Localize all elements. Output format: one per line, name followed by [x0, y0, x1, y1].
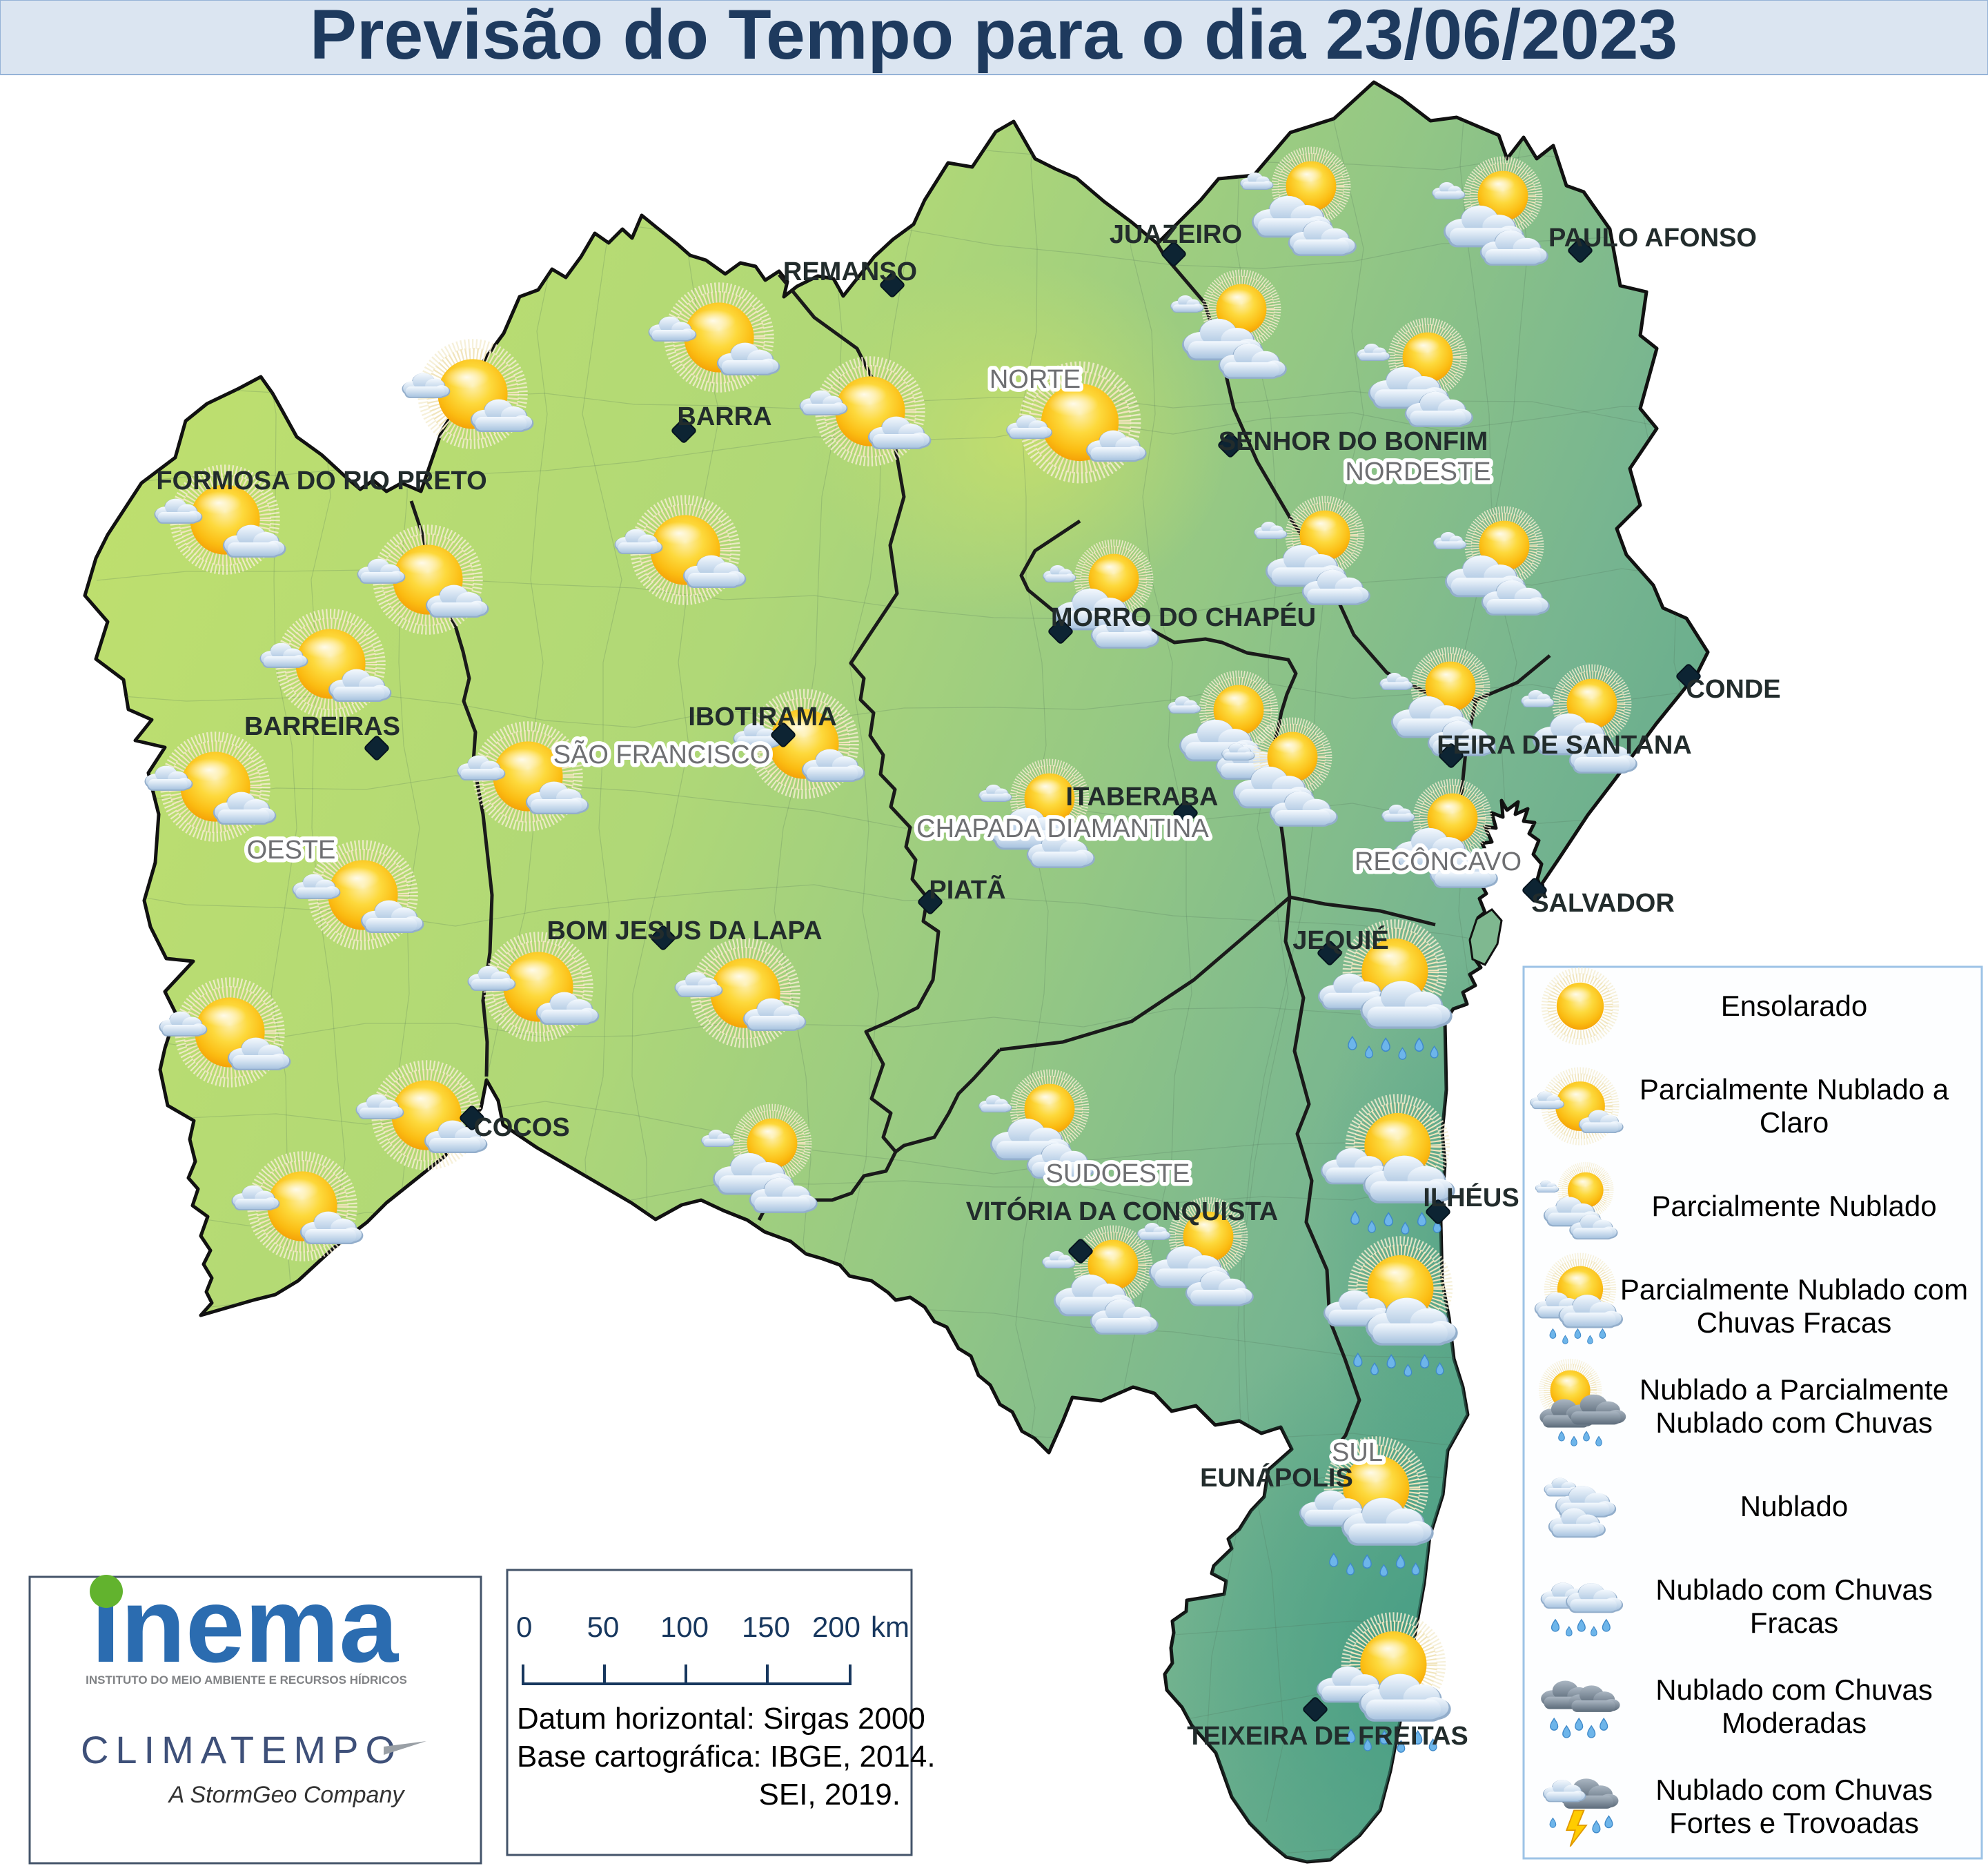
svg-text:Nublado com Chuvas: Nublado com Chuvas: [1655, 1406, 1933, 1439]
svg-text:SÃO FRANCISCO: SÃO FRANCISCO: [553, 740, 771, 769]
svg-text:REMANSO: REMANSO: [783, 257, 917, 286]
svg-text:SALVADOR: SALVADOR: [1531, 889, 1675, 918]
svg-text:Parcialmente Nublado com: Parcialmente Nublado com: [1620, 1273, 1968, 1306]
svg-text:FORMOSA DO RIO PRETO: FORMOSA DO RIO PRETO: [156, 466, 486, 495]
svg-text:Nublado com Chuvas: Nublado com Chuvas: [1655, 1573, 1933, 1606]
svg-text:MORRO DO CHAPÉU: MORRO DO CHAPÉU: [1051, 602, 1316, 632]
svg-text:FEIRA DE SANTANA: FEIRA DE SANTANA: [1437, 731, 1691, 760]
svg-text:Previsão do Tempo para o dia 2: Previsão do Tempo para o dia 23/06/2023: [310, 0, 1677, 74]
svg-text:Parcialmente Nublado: Parcialmente Nublado: [1651, 1190, 1936, 1222]
svg-text:Base cartográfica: IBGE, 2014.: Base cartográfica: IBGE, 2014.: [517, 1740, 936, 1774]
svg-text:BARRA: BARRA: [677, 402, 771, 431]
svg-text:Nublado com Chuvas: Nublado com Chuvas: [1655, 1774, 1933, 1806]
svg-text:200: 200: [812, 1611, 860, 1643]
svg-text:SUL: SUL: [1332, 1438, 1383, 1467]
svg-text:PIATÃ: PIATÃ: [929, 874, 1005, 905]
svg-text:SUDOESTE: SUDOESTE: [1045, 1159, 1190, 1188]
svg-text:SEI, 2019.: SEI, 2019.: [759, 1778, 900, 1811]
svg-text:IBOTIRAMA: IBOTIRAMA: [688, 703, 836, 731]
svg-text:CHAPADA DIAMANTINA: CHAPADA DIAMANTINA: [916, 814, 1209, 843]
svg-text:Ensolarado: Ensolarado: [1721, 990, 1867, 1022]
svg-text:Nublado: Nublado: [1740, 1490, 1848, 1522]
svg-text:ITABERABA: ITABERABA: [1066, 783, 1219, 812]
svg-text:COCOS: COCOS: [473, 1113, 569, 1142]
svg-text:JUAZEIRO: JUAZEIRO: [1110, 220, 1242, 249]
svg-text:0: 0: [516, 1611, 532, 1643]
svg-text:100: 100: [660, 1611, 709, 1643]
svg-text:Nublado com Chuvas: Nublado com Chuvas: [1655, 1673, 1933, 1706]
svg-text:SENHOR DO BONFIM: SENHOR DO BONFIM: [1219, 427, 1488, 456]
svg-text:OESTE: OESTE: [247, 836, 336, 865]
svg-text:BOM JESUS DA LAPA: BOM JESUS DA LAPA: [547, 916, 822, 945]
svg-text:BARREIRAS: BARREIRAS: [244, 712, 400, 741]
svg-text:A StormGeo Company: A StormGeo Company: [168, 1782, 406, 1808]
svg-text:Moderadas: Moderadas: [1722, 1707, 1867, 1739]
svg-text:Chuvas Fracas: Chuvas Fracas: [1697, 1306, 1891, 1339]
svg-text:ınema: ınema: [91, 1566, 399, 1685]
svg-text:JEQUIÉ: JEQUIÉ: [1292, 925, 1388, 955]
svg-text:Parcialmente Nublado a: Parcialmente Nublado a: [1640, 1073, 1949, 1106]
svg-text:Nublado a Parcialmente: Nublado a Parcialmente: [1640, 1373, 1949, 1406]
svg-text:Fortes e Trovoadas: Fortes e Trovoadas: [1669, 1807, 1919, 1839]
svg-text:RECÔNCAVO: RECÔNCAVO: [1355, 846, 1522, 876]
svg-text:NORTE: NORTE: [990, 365, 1081, 394]
svg-text:50: 50: [587, 1611, 620, 1643]
svg-text:Datum horizontal: Sirgas 2000: Datum horizontal: Sirgas 2000: [517, 1702, 925, 1736]
svg-text:NORDESTE: NORDESTE: [1345, 458, 1490, 487]
svg-text:VITÓRIA DA CONQUISTA: VITÓRIA DA CONQUISTA: [966, 1196, 1278, 1226]
svg-text:km: km: [871, 1611, 909, 1643]
svg-text:CLIMATEMPO: CLIMATEMPO: [81, 1728, 402, 1771]
svg-text:EUNÁPOLIS: EUNÁPOLIS: [1200, 1462, 1353, 1493]
svg-text:Fracas: Fracas: [1750, 1607, 1838, 1639]
svg-text:Claro: Claro: [1760, 1106, 1829, 1139]
svg-text:CONDE: CONDE: [1686, 675, 1780, 704]
svg-text:150: 150: [742, 1611, 790, 1643]
svg-text:ILHÉUS: ILHÉUS: [1423, 1182, 1519, 1212]
svg-text:INSTITUTO DO MEIO AMBIENTE E R: INSTITUTO DO MEIO AMBIENTE E RECURSOS HÍ…: [86, 1673, 407, 1687]
svg-text:PAULO AFONSO: PAULO AFONSO: [1548, 224, 1757, 253]
svg-text:TEIXEIRA DE FREITAS: TEIXEIRA DE FREITAS: [1187, 1722, 1468, 1751]
